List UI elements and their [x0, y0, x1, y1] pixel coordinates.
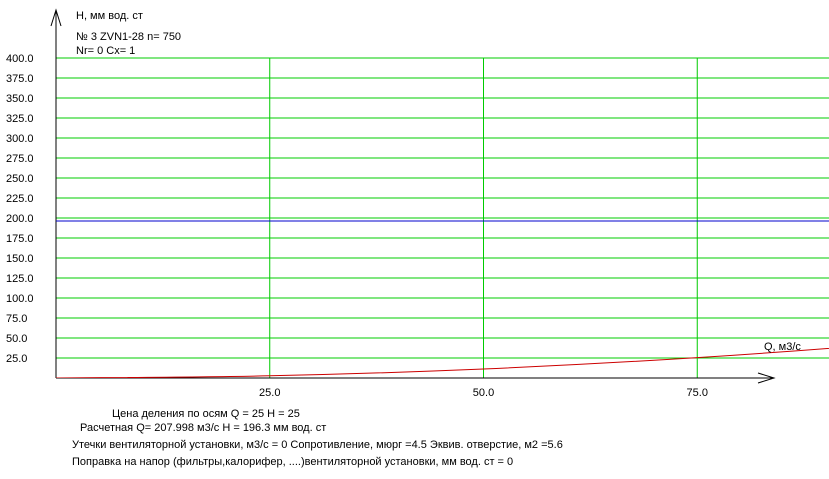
y-axis-label: Н, мм вод. ст: [76, 10, 143, 22]
y-tick-label: 75.0: [6, 313, 27, 325]
chart-title-line-2: Nr= 0 Cx= 1: [76, 45, 135, 57]
y-tick-label: 175.0: [6, 233, 34, 245]
y-tick-label: 350.0: [6, 93, 34, 105]
y-tick-label: 150.0: [6, 253, 34, 265]
chart-title-line-1: № 3 ZVN1-28 n= 750: [76, 31, 181, 43]
y-tick-label: 225.0: [6, 193, 34, 205]
info-pressure-correction: Поправка на напор (фильтры,калорифер, ..…: [72, 456, 514, 468]
grid: [56, 57, 829, 378]
y-axis-arrow: [50, 8, 62, 27]
info-calculated-point: Расчетная Q= 207.998 м3/с H = 196.3 мм в…: [80, 422, 327, 434]
network-curve: [55, 347, 829, 378]
info-leakage-resistance: Утечки вентиляторной установки, м3/с = 0…: [72, 439, 563, 451]
y-tick-label: 250.0: [6, 173, 34, 185]
y-tick-label: 400.0: [6, 53, 34, 65]
axes: [50, 8, 776, 384]
operating-point: [56, 220, 829, 222]
x-tick-label: 50.0: [473, 387, 494, 399]
info-grid-step: Цена деления по осям Q = 25 H = 25: [112, 408, 300, 420]
y-tick-label: 100.0: [6, 293, 34, 305]
y-tick-label: 50.0: [6, 333, 27, 345]
y-tick-label: 325.0: [6, 113, 34, 125]
network-resistance-curve: [55, 347, 829, 378]
y-tick-label: 25.0: [6, 353, 27, 365]
x-tick-label: 75.0: [687, 387, 708, 399]
y-tick-label: 375.0: [6, 73, 34, 85]
x-axis-arrow: [757, 372, 776, 384]
y-tick-label: 275.0: [6, 153, 34, 165]
tick-labels: 25.0 50.0 75.0 100.0 125.0 150.0 175.0 200.0 225…: [6, 53, 708, 399]
x-axis-label: Q, м3/с: [764, 341, 801, 353]
x-tick-label: 25.0: [259, 387, 280, 399]
y-tick-label: 300.0: [6, 133, 34, 145]
y-tick-label: 125.0: [6, 273, 34, 285]
y-tick-label: 200.0: [6, 213, 34, 225]
